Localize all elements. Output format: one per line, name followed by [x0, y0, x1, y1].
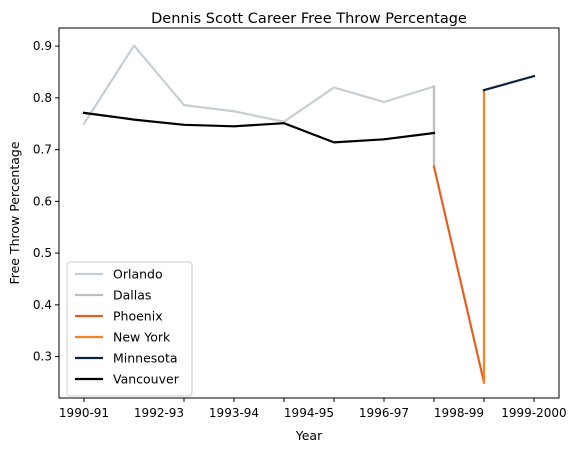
chart-title: Dennis Scott Career Free Throw Percentag…	[151, 11, 467, 27]
y-tick-label: 0.9	[33, 39, 52, 53]
legend-label: Dallas	[113, 288, 151, 303]
axes-layer: 0.3 0.4 0.5 0.6 0.7 0.8 0.9 1990-91 1992-93 1993-…	[33, 27, 567, 420]
legend-label: Phoenix	[113, 309, 163, 324]
x-tick-label: 1992-93	[134, 406, 184, 420]
series-line-minnesota	[482, 74, 536, 92]
x-tick-label: 1993-94	[209, 406, 259, 420]
legend-label: Minnesota	[113, 351, 178, 366]
y-tick-label: 0.6	[33, 194, 52, 208]
x-tick-label: 1999-2000	[501, 406, 566, 420]
plot-frame	[58, 27, 560, 399]
y-tick-label: 0.4	[33, 298, 52, 312]
series-line-phoenix	[432, 165, 486, 384]
series-line-orlando	[82, 44, 436, 168]
y-tick-label: 0.8	[33, 91, 52, 105]
x-tick-label: 1990-91	[59, 406, 109, 420]
y-axis-label: Free Throw Percentage	[7, 141, 22, 284]
y-tick-label: 0.5	[33, 246, 52, 260]
series-layer	[82, 44, 536, 384]
y-tick-label: 0.3	[33, 350, 52, 364]
x-tick-label: 1996-97	[359, 406, 409, 420]
x-axis-label: Year	[295, 428, 323, 443]
x-tick-label: 1994-95	[284, 406, 334, 420]
y-tick-label: 0.7	[33, 143, 52, 157]
x-tick-label: 1998-99	[434, 406, 484, 420]
legend-label: New York	[113, 330, 171, 345]
legend-label: Orlando	[113, 267, 163, 282]
series-line-vancouver	[82, 111, 436, 144]
legend: Orlando Dallas Phoenix New York Minnesota Van…	[66, 261, 193, 397]
legend-label: Vancouver	[113, 372, 180, 387]
